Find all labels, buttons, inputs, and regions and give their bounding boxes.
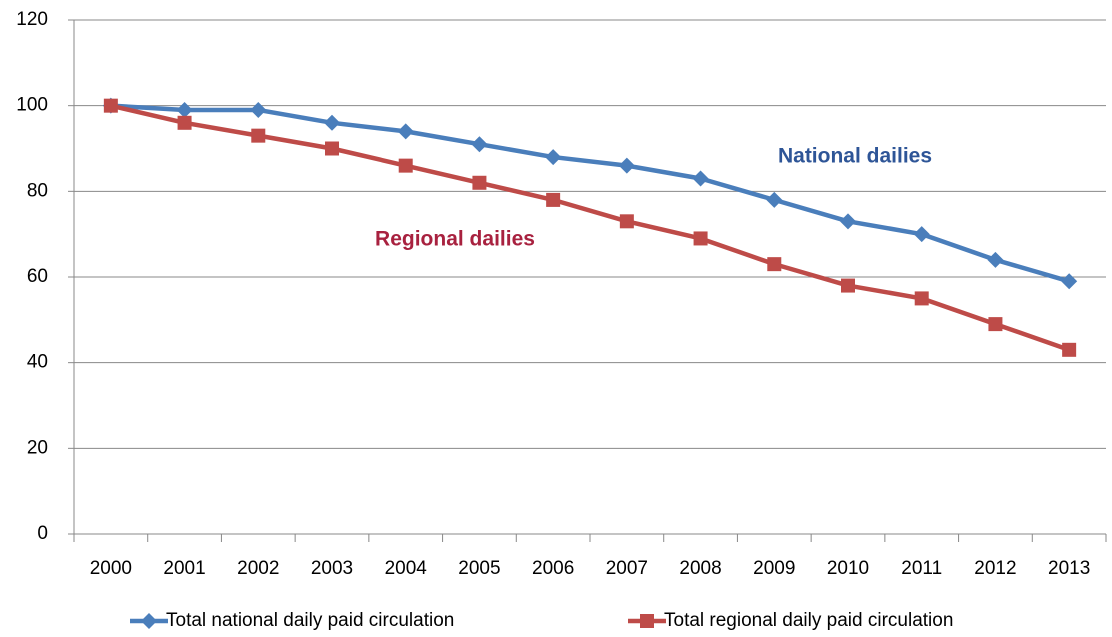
marker <box>546 192 561 207</box>
x-tick-label: 2004 <box>385 558 428 579</box>
x-tick-label: 2009 <box>753 558 795 579</box>
marker <box>324 114 340 131</box>
marker <box>692 170 709 187</box>
annotation: National dailies <box>778 145 932 168</box>
x-tick-label: 2011 <box>901 558 942 579</box>
y-tick-label: 120 <box>16 9 48 30</box>
marker <box>103 98 118 113</box>
y-tick-label: 80 <box>27 180 48 201</box>
marker <box>176 101 193 118</box>
legend-marker <box>141 613 157 629</box>
marker <box>767 257 782 272</box>
marker <box>545 149 562 166</box>
x-tick-label: 2013 <box>1048 558 1090 579</box>
marker <box>913 226 930 243</box>
marker <box>1062 342 1077 357</box>
x-tick-label: 2000 <box>90 558 132 579</box>
marker <box>766 191 783 208</box>
x-tick-label: 2006 <box>532 558 574 579</box>
marker <box>251 128 266 143</box>
marker <box>619 214 634 229</box>
x-tick-label: 2010 <box>827 558 869 579</box>
marker <box>693 231 708 246</box>
marker <box>841 278 855 293</box>
x-tick-label: 2003 <box>311 558 353 579</box>
x-tick-label: 2007 <box>606 558 648 579</box>
marker <box>250 101 267 118</box>
marker <box>398 158 413 173</box>
marker <box>914 291 929 306</box>
y-tick-label: 20 <box>27 437 48 458</box>
y-tick-label: 0 <box>37 523 48 544</box>
x-tick-label: 2001 <box>163 558 205 579</box>
legend-label: Total national daily paid circulation <box>166 610 454 631</box>
marker <box>471 136 488 153</box>
marker <box>840 213 856 230</box>
series-line <box>110 103 1070 352</box>
x-tick-label: 2002 <box>237 558 279 579</box>
x-tick-label: 2012 <box>974 558 1016 579</box>
y-tick-label: 40 <box>27 352 48 373</box>
x-tick-label: 2008 <box>679 558 721 579</box>
legend-label: Total regional daily paid circulation <box>664 610 953 631</box>
marker <box>177 115 192 130</box>
y-tick-label: 100 <box>16 95 48 116</box>
marker <box>472 175 487 190</box>
annotation: Regional dailies <box>375 228 535 251</box>
marker <box>988 317 1003 332</box>
marker <box>1061 273 1078 290</box>
x-tick-label: 2005 <box>458 558 500 579</box>
marker <box>397 123 414 140</box>
marker <box>987 251 1004 268</box>
marker <box>325 141 339 156</box>
marker <box>618 157 635 174</box>
legend-marker <box>640 614 654 628</box>
series-line <box>110 103 1070 284</box>
y-tick-label: 60 <box>27 266 48 287</box>
